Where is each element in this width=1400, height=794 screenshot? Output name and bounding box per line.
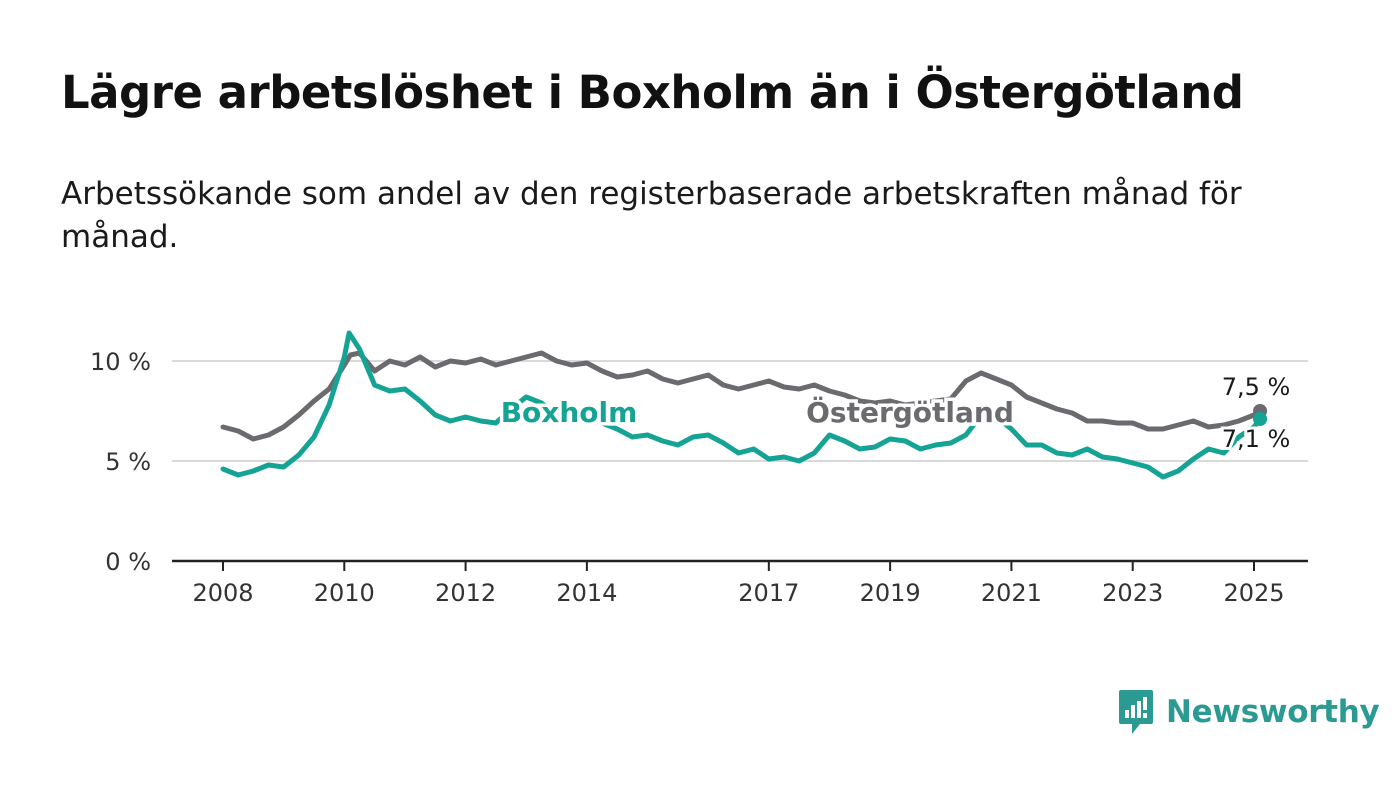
x-tick-label: 2014 [556,579,617,607]
x-tick-label: 2010 [314,579,375,607]
brand-name: Newsworthy [1166,694,1380,730]
series-end-value-label: 7,1 % [1222,425,1291,453]
series-end-value-label: 7,5 % [1222,373,1291,401]
series-name-annotation: Boxholm [501,396,638,429]
series-line-ostergotland [220,350,1263,442]
chart-title: Lägre arbetslöshet i Boxholm än i Österg… [61,66,1244,119]
newsworthy-logo-icon [1119,690,1153,734]
axes: 0 % 5 % 10 % 2008 2010 2012 2014 2017 2019 2021 20… [90,348,1308,607]
series-line-boxholm [220,330,1263,480]
y-tick-label: 5 % [105,448,151,476]
brand-logo[interactable]: Newsworthy [1118,688,1380,736]
chart-subtitle: Arbetssökande som andel av den registerb… [61,176,1242,255]
x-tick-label: 2008 [192,579,253,607]
y-tick-label: 0 % [105,548,151,576]
grid-lines [172,360,1308,462]
x-tick-label: 2025 [1223,579,1284,607]
x-tick-label: 2023 [1102,579,1163,607]
series-end-marker [1253,412,1268,426]
x-tick-label: 2021 [981,579,1042,607]
x-tick-label: 2017 [738,579,799,607]
series-name-annotation: Östergötland [806,395,1014,429]
x-tick-label: 2019 [860,579,921,607]
labels: 7,5 % 7,1 % Boxholm Östergötland [497,370,1293,456]
y-tick-label: 10 % [90,348,151,376]
series-lines [220,330,1268,480]
x-tick-label: 2012 [435,579,496,607]
